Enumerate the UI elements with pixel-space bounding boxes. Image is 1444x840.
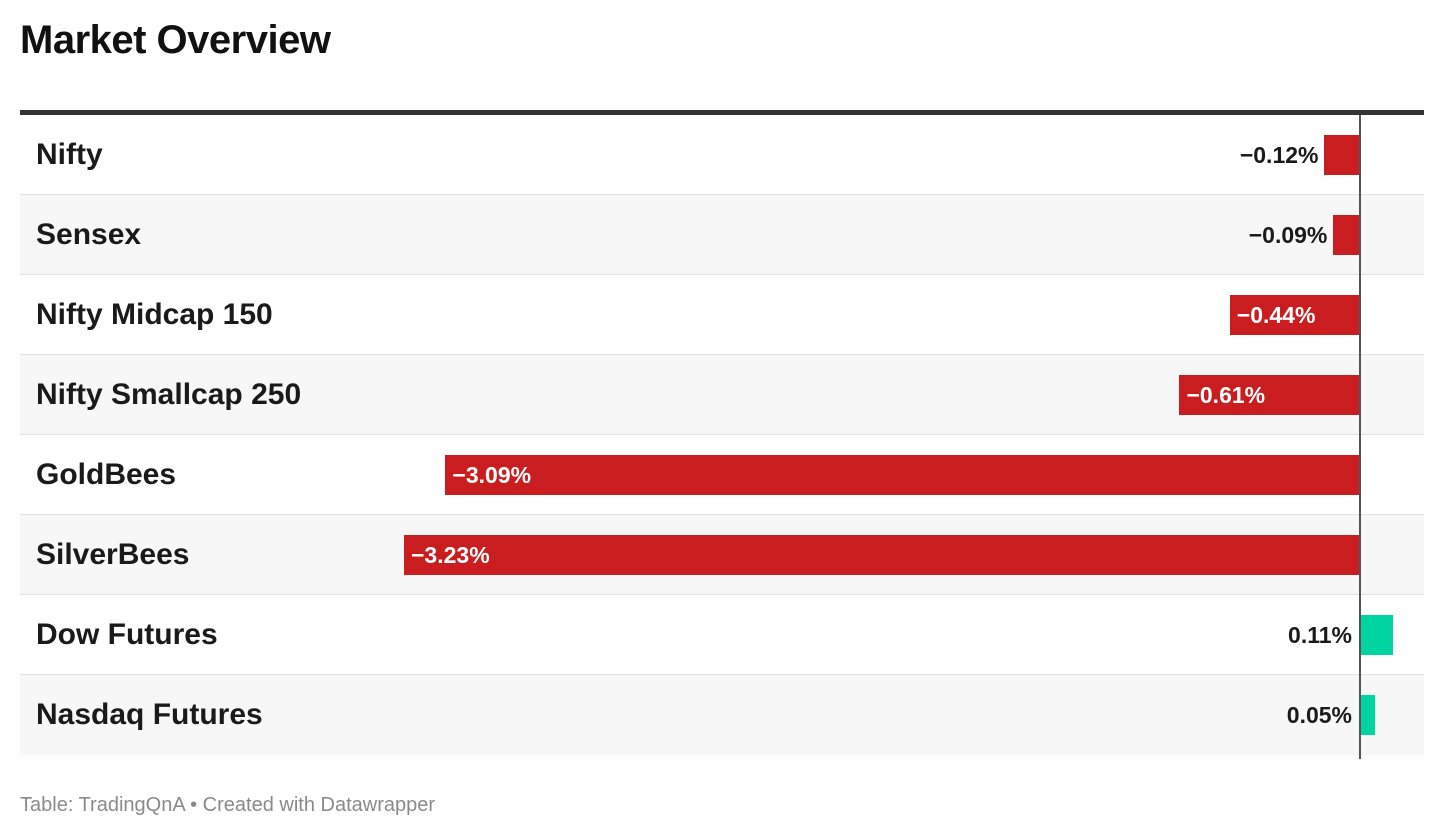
table-row: Nasdaq Futures 0.05% <box>20 675 1424 755</box>
row-label: Sensex <box>36 218 142 251</box>
table-row: SilverBees −3.23% <box>20 515 1424 595</box>
bar-value-label: −0.61% <box>1186 382 1266 408</box>
bar <box>1324 135 1360 175</box>
row-label: GoldBees <box>36 458 177 491</box>
row-label: Nifty Midcap 150 <box>36 298 273 331</box>
bar <box>404 535 1360 575</box>
bar <box>1360 615 1393 655</box>
table-row: Nifty Smallcap 250 −0.61% <box>20 355 1424 435</box>
zero-axis-line <box>1359 115 1361 759</box>
bar-value-label: 0.11% <box>1288 622 1352 648</box>
bar <box>445 455 1360 495</box>
bar <box>1179 375 1360 415</box>
row-label: SilverBees <box>36 538 190 571</box>
row-label: Nifty <box>36 138 103 171</box>
bar-value-label: −3.23% <box>411 542 490 568</box>
bar-value-label: −3.09% <box>452 462 532 488</box>
table-row: Sensex −0.09% <box>20 195 1424 275</box>
bar-value-label: −0.09% <box>1248 222 1328 248</box>
bar <box>1333 215 1360 255</box>
bar-value-label: 0.05% <box>1286 702 1352 728</box>
footer-credit: Table: TradingQnA • Created with Datawra… <box>20 794 435 816</box>
page-title: Market Overview <box>20 18 331 62</box>
table-row: Nifty Midcap 150 −0.44% <box>20 275 1424 355</box>
table-row: Nifty −0.12% <box>20 115 1424 195</box>
table-row: Dow Futures 0.11% <box>20 595 1424 675</box>
row-label: Dow Futures <box>36 618 218 651</box>
row-label: Nasdaq Futures <box>36 698 263 731</box>
bar <box>1360 695 1375 735</box>
bar-value-label: −0.44% <box>1236 302 1316 328</box>
bar <box>1229 295 1360 335</box>
bar-table: Nifty −0.12% Sensex −0.09% Nifty Midcap 150 −… <box>20 110 1424 759</box>
bar-value-label: −0.12% <box>1239 142 1319 168</box>
row-label: Nifty Smallcap 250 <box>36 378 302 411</box>
table-row: GoldBees −3.09% <box>20 435 1424 515</box>
